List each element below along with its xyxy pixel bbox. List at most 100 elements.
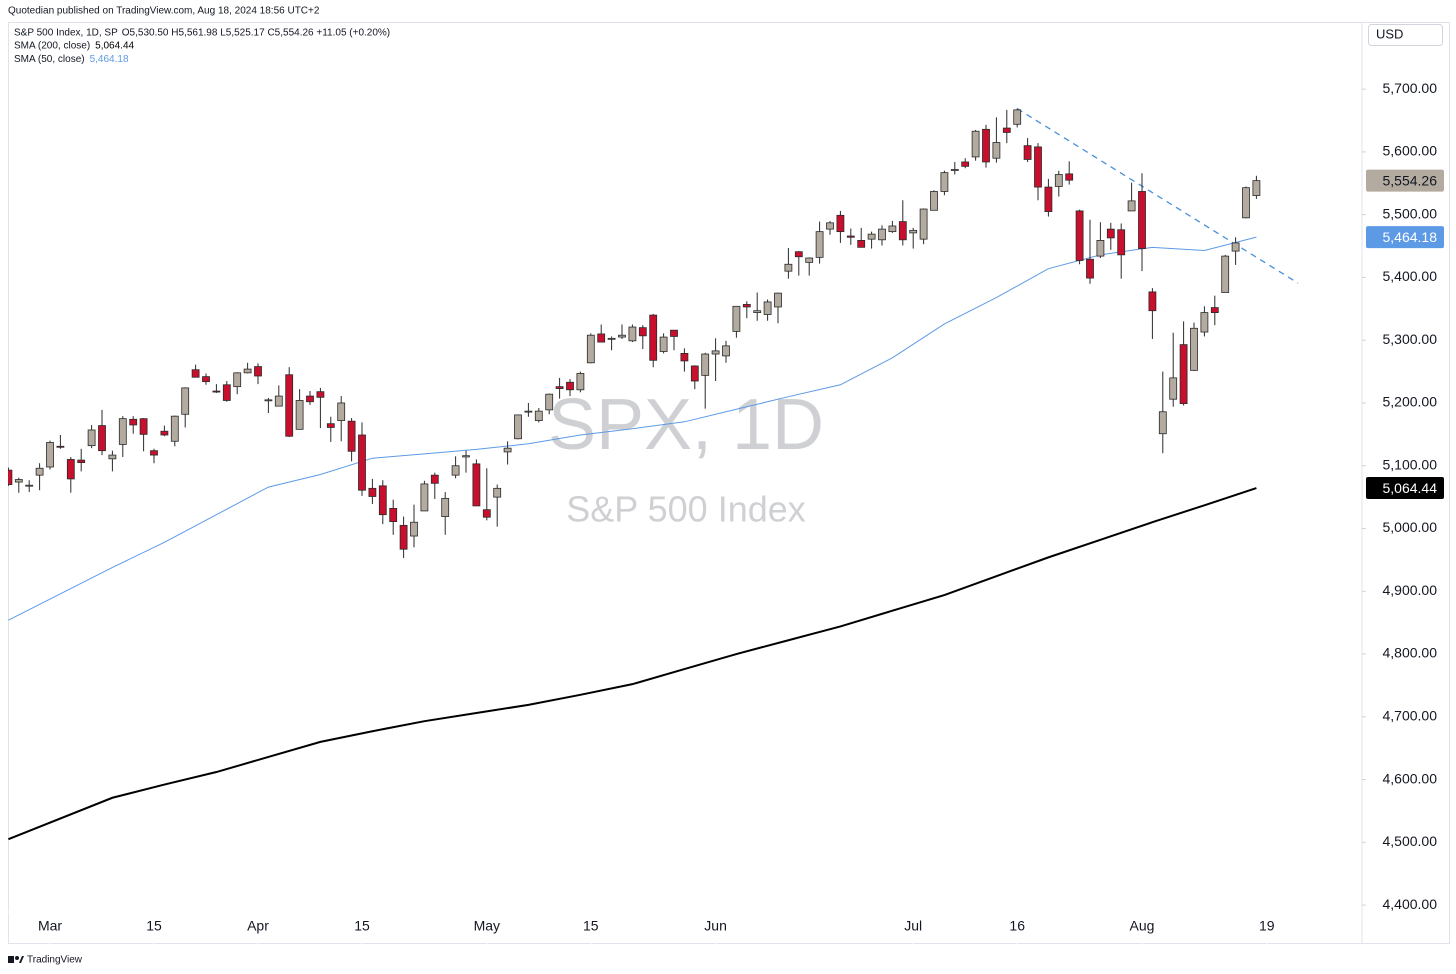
candle-body: [659, 336, 668, 352]
candle-body: [1106, 228, 1115, 239]
candle-body: [129, 418, 138, 426]
candle-body: [389, 508, 398, 522]
x-tick-label: Mar: [38, 918, 62, 934]
candle-body: [982, 128, 990, 163]
candle-body: [108, 454, 117, 460]
candle-body: [878, 228, 886, 241]
footer-logo: [8, 956, 24, 963]
candle-body: [753, 310, 762, 313]
plot: [8, 108, 1299, 841]
candle-body: [1086, 258, 1094, 279]
candle-body: [347, 420, 356, 452]
candle-body: [1054, 174, 1063, 187]
candle-body: [950, 169, 959, 171]
candle-body: [462, 455, 470, 458]
candle-body: [66, 459, 75, 480]
candle-body: [1065, 173, 1074, 181]
candle-body: [930, 191, 938, 211]
candle-body: [638, 327, 647, 337]
x-tick-label: Aug: [1130, 918, 1155, 934]
candle-body: [690, 365, 699, 382]
candle-body: [732, 305, 741, 332]
candle-body: [493, 487, 502, 498]
price-tag-label: 5,464.18: [1383, 229, 1438, 245]
logo-part: [15, 956, 19, 960]
candle-body: [1044, 186, 1053, 212]
candle-body: [25, 484, 34, 487]
candle-body: [534, 410, 543, 421]
candle-body: [1158, 411, 1167, 435]
candle-body: [264, 399, 273, 402]
candle-body: [826, 222, 834, 230]
currency[interactable]: USD: [1376, 26, 1403, 41]
candle-body: [420, 483, 429, 512]
candle-body: [649, 314, 658, 361]
candle-body: [378, 485, 387, 516]
candle-body: [306, 395, 314, 403]
candle-body: [618, 334, 626, 338]
x-tick-label: 15: [146, 918, 162, 934]
candle-body: [1190, 327, 1198, 371]
candle-body: [285, 374, 294, 437]
candle-body: [545, 393, 554, 411]
candle-body: [576, 373, 585, 391]
candle-body: [919, 208, 928, 240]
candle-body: [212, 390, 221, 393]
trendline: [1016, 108, 1299, 284]
candle-body: [898, 221, 907, 241]
candle-body: [555, 386, 564, 389]
sma-line: [8, 236, 1257, 621]
legend-value: 5,464.18: [90, 54, 129, 65]
candle-body: [46, 442, 54, 468]
legend-value: 5,064.44: [95, 41, 134, 52]
y-tick-label: 5,700.00: [1383, 80, 1438, 96]
price-tag: [1366, 226, 1444, 249]
attribution: Quotedian published on TradingView.com, …: [8, 6, 320, 17]
footer: TradingView: [27, 955, 83, 966]
x-tick-label: 16: [1009, 918, 1025, 934]
candle-body: [1023, 145, 1032, 160]
candle-body: [774, 292, 782, 308]
currency-box[interactable]: [1368, 24, 1443, 46]
y-tick-label: 4,700.00: [1383, 707, 1438, 723]
candle-body: [77, 459, 86, 464]
candle-body: [805, 257, 814, 263]
candle-body: [992, 142, 1001, 159]
candle-body: [472, 463, 481, 507]
y-tick-label: 4,400.00: [1383, 896, 1438, 912]
candle-body: [1013, 109, 1022, 125]
logo-part: [19, 956, 24, 963]
candle-body: [191, 369, 200, 378]
candle-body: [857, 240, 866, 248]
y-tick-label: 5,100.00: [1383, 456, 1438, 472]
candle-body: [763, 301, 772, 315]
candle-body: [326, 423, 335, 428]
candle-body: [222, 384, 231, 401]
candle-body: [14, 479, 23, 483]
y-tick-label: 5,000.00: [1383, 519, 1438, 535]
candle-body: [254, 366, 262, 377]
x-tick-label: Apr: [247, 918, 269, 934]
candle-body: [836, 214, 845, 233]
x-tick-label: Jun: [704, 918, 727, 934]
candle-body: [940, 172, 949, 192]
candle-body: [399, 524, 408, 550]
candle-body: [1169, 377, 1178, 400]
candle-body: [56, 445, 65, 448]
candle-body: [867, 233, 876, 240]
candle-body: [410, 521, 418, 537]
x-tick-label: 19: [1259, 918, 1275, 934]
price-tag-label: 5,064.44: [1383, 480, 1438, 496]
candle-body: [670, 329, 678, 337]
candle-body: [701, 353, 710, 376]
legend-ohlc: O5,530.50 H5,561.98 L5,525.17 C5,554.26 …: [122, 28, 390, 39]
sma-line: [8, 487, 1257, 841]
candle-body: [711, 350, 720, 355]
legend-name: SMA (50, close): [14, 54, 85, 65]
candle-body: [441, 497, 450, 517]
x-tick-label: May: [474, 918, 500, 934]
candle-body: [888, 225, 897, 233]
candle-body: [1252, 180, 1261, 196]
